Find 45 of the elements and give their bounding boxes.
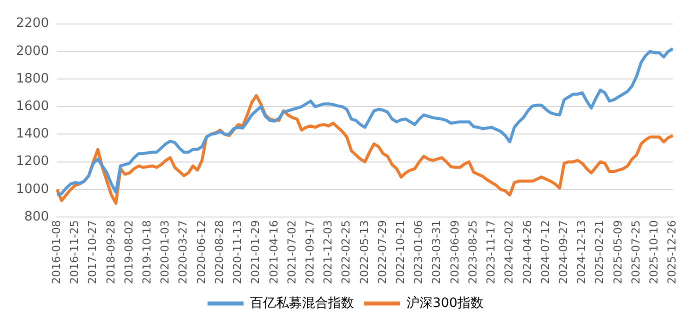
x-tick-label: 2021-12-03 (322, 220, 335, 284)
x-tick-label: 2020-06-12 (194, 220, 208, 284)
x-tick-label: 2021-07-02 (285, 220, 298, 284)
y-tick-label: 800 (24, 209, 50, 224)
x-tick-label: 2022-10-21 (394, 220, 408, 284)
x-tick-label: 2021-09-17 (303, 220, 316, 284)
y-tick-label: 1800 (16, 71, 50, 86)
legend-label: 百亿私募混合指数 (250, 296, 354, 311)
x-tick-label: 2023-08-25 (466, 220, 480, 284)
x-tick-label: 2018-09-28 (104, 220, 118, 284)
x-tick-label: 2024-12-13 (575, 220, 588, 284)
legend-label: 沪深300指数 (406, 294, 484, 311)
x-tick-label: 2022-07-29 (376, 220, 389, 284)
x-tick-label: 2019-10-18 (140, 220, 154, 284)
x-tick-label: 2024-09-27 (557, 220, 570, 284)
x-tick-label: 2021-01-29 (249, 220, 262, 284)
x-tick-label: 2023-03-31 (430, 220, 444, 284)
x-tick-label: 2022-05-13 (358, 220, 371, 284)
x-tick-label: 2021-04-16 (267, 220, 280, 284)
x-tick-label: 2024-04-26 (520, 220, 534, 284)
x-tick-label: 2020-08-28 (212, 220, 226, 284)
x-tick-label: 2020-03-27 (176, 220, 190, 284)
y-tick-label: 1000 (16, 182, 50, 197)
x-tick-label: 2025-10-10 (648, 220, 661, 284)
x-tick-label: 2025-12-26 (666, 220, 679, 284)
y-tick-label: 2200 (16, 16, 50, 32)
x-tick-label: 2020-01-03 (158, 220, 172, 284)
x-tick-label: 2025-07-25 (629, 220, 642, 284)
x-tick-label: 2016-01-08 (50, 220, 63, 284)
x-tick-label: 2022-02-25 (340, 220, 353, 284)
x-tick-label: 2024-07-12 (538, 220, 552, 284)
x-tick-label: 2023-01-06 (412, 220, 426, 284)
y-tick-label: 2000 (16, 44, 50, 59)
x-tick-label: 2016-11-25 (68, 220, 82, 284)
y-tick-label: 1400 (16, 126, 50, 142)
x-tick-label: 2017-10-27 (86, 220, 100, 284)
y-tick-label: 1600 (16, 99, 50, 114)
x-tick-label: 2025-02-21 (593, 220, 606, 284)
x-tick-label: 2025-05-09 (611, 220, 624, 284)
x-tick-label: 2024-02-02 (502, 220, 516, 284)
x-tick-label: 2020-11-13 (231, 220, 244, 284)
y-tick-label: 1200 (16, 154, 50, 170)
x-tick-label: 2023-06-09 (448, 220, 462, 284)
x-tick-label: 2023-11-17 (484, 220, 498, 284)
x-tick-label: 2019-08-02 (122, 220, 136, 284)
